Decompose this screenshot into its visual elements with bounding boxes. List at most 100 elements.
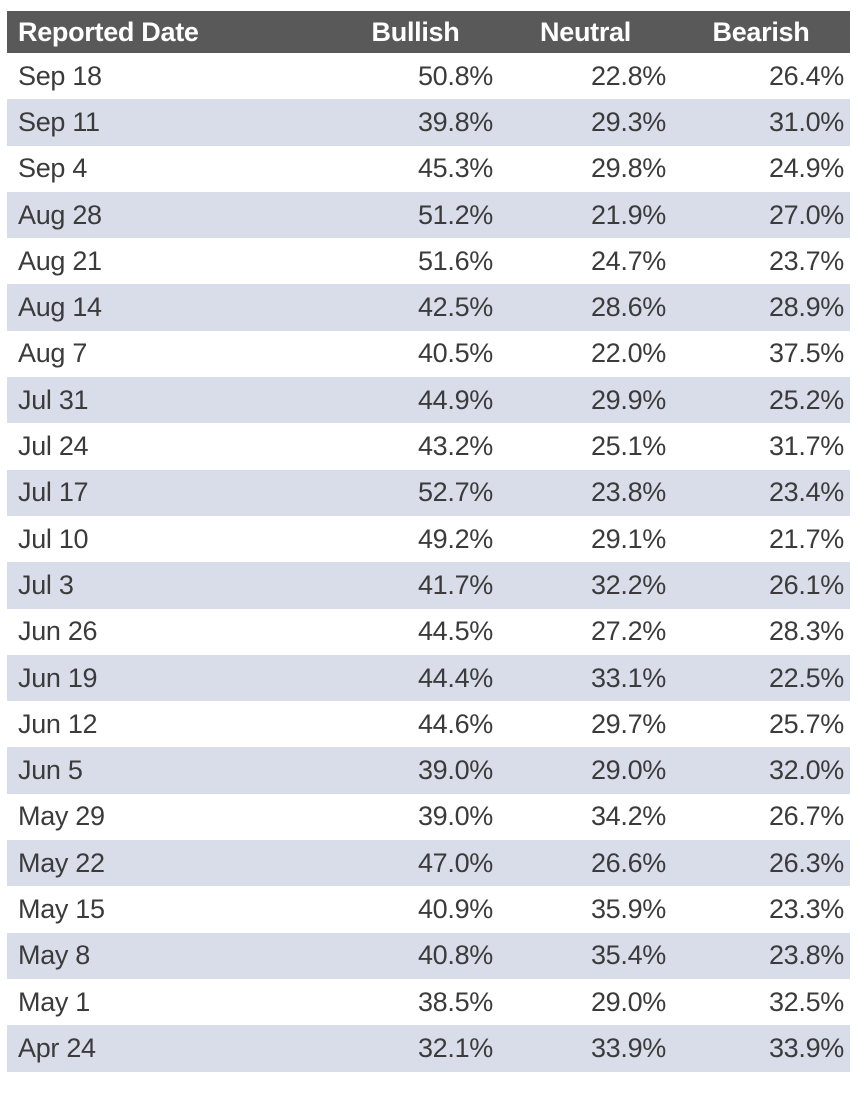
table-row: Sep 11 39.8% 29.3% 31.0% [7, 99, 850, 146]
neutral-cell: 23.8% [590, 477, 666, 508]
bearish-cell: 26.4% [768, 60, 844, 91]
neutral-cell: 27.2% [590, 616, 666, 647]
table-row: Jun 26 44.5% 27.2% 28.3% [7, 608, 850, 655]
date-cell: May 8 [18, 940, 91, 971]
table-row: May 15 40.9% 35.9% 23.3% [7, 886, 850, 933]
bearish-cell: 26.1% [768, 569, 844, 600]
neutral-cell: 29.0% [590, 986, 666, 1017]
bearish-cell: 23.4% [768, 477, 844, 508]
table-row: Jul 10 49.2% 29.1% 21.7% [7, 515, 850, 563]
bearish-cell: 23.8% [768, 940, 844, 971]
bearish-cell: 22.5% [768, 662, 844, 693]
bearish-cell: 27.0% [768, 199, 844, 230]
table-row: Jul 24 43.2% 25.1% 31.7% [7, 423, 850, 470]
neutral-cell: 35.4% [590, 940, 666, 971]
bearish-cell: 33.9% [768, 1032, 844, 1063]
bearish-cell: 26.3% [768, 847, 844, 878]
bullish-cell: 52.7% [417, 477, 493, 508]
date-cell: Jul 31 [18, 384, 89, 415]
bullish-cell: 44.4% [417, 662, 493, 693]
sentiment-table-container: Reported Date Bullish Neutral Bearish Se… [7, 11, 850, 1072]
header-reported-date: Reported Date [7, 11, 332, 53]
bullish-cell: 42.5% [417, 292, 493, 323]
bearish-cell: 25.7% [768, 708, 844, 739]
bearish-cell: 28.3% [768, 616, 844, 647]
bullish-cell: 44.5% [417, 616, 493, 647]
bearish-cell: 25.2% [768, 384, 844, 415]
neutral-cell: 33.1% [590, 662, 666, 693]
bullish-cell: 38.5% [417, 986, 493, 1017]
bearish-cell: 37.5% [768, 338, 844, 369]
date-cell: May 22 [18, 847, 105, 878]
header-bullish: Bullish [332, 11, 499, 53]
neutral-cell: 26.6% [590, 847, 666, 878]
date-cell: Jun 19 [18, 662, 98, 693]
date-cell: Aug 28 [18, 199, 102, 230]
bullish-cell: 39.0% [417, 801, 493, 832]
bearish-cell: 21.7% [768, 523, 844, 554]
table-row: May 8 40.8% 35.4% 23.8% [7, 932, 850, 979]
date-cell: Sep 4 [18, 153, 88, 184]
neutral-cell: 32.2% [590, 569, 666, 600]
date-cell: Aug 21 [18, 245, 102, 276]
date-cell: Jul 3 [18, 569, 74, 600]
bearish-cell: 26.7% [768, 801, 844, 832]
bearish-cell: 28.9% [768, 292, 844, 323]
bearish-cell: 23.7% [768, 245, 844, 276]
bullish-cell: 45.3% [417, 153, 493, 184]
bullish-cell: 44.9% [417, 384, 493, 415]
bullish-cell: 51.6% [417, 245, 493, 276]
date-cell: May 15 [18, 893, 105, 924]
bullish-cell: 49.2% [417, 523, 493, 554]
date-cell: Jun 12 [18, 708, 98, 739]
header-row: Reported Date Bullish Neutral Bearish [7, 11, 850, 53]
table-row: Aug 14 42.5% 28.6% 28.9% [7, 284, 850, 331]
neutral-cell: 33.9% [590, 1032, 666, 1063]
date-cell: Jul 10 [18, 523, 89, 554]
table-row: Sep 4 45.3% 29.8% 24.9% [7, 145, 850, 192]
date-cell: Aug 14 [18, 292, 102, 323]
table-row: Jul 3 41.7% 32.2% 26.1% [7, 562, 850, 609]
neutral-cell: 29.7% [590, 708, 666, 739]
table-row: Apr 24 32.1% 33.9% 33.9% [7, 1025, 850, 1072]
table-body: Sep 18 50.8% 22.8% 26.4% Sep 11 39.8% 29.3% 31.… [7, 53, 850, 1072]
header-neutral: Neutral [499, 11, 672, 53]
bullish-cell: 40.9% [417, 893, 493, 924]
table-row: May 29 39.0% 34.2% 26.7% [7, 793, 850, 841]
table-row: Jun 12 44.6% 29.7% 25.7% [7, 701, 850, 748]
neutral-cell: 29.8% [590, 153, 666, 184]
bearish-cell: 31.7% [768, 431, 844, 462]
bullish-cell: 44.6% [417, 708, 493, 739]
table-row: Jun 5 39.0% 29.0% 32.0% [7, 747, 850, 794]
neutral-cell: 29.0% [590, 755, 666, 786]
neutral-cell: 22.0% [590, 338, 666, 369]
neutral-cell: 34.2% [590, 801, 666, 832]
table-row: Jul 17 52.7% 23.8% 23.4% [7, 469, 850, 516]
table-row: Sep 18 50.8% 22.8% 26.4% [7, 53, 850, 100]
bearish-cell: 31.0% [768, 106, 844, 137]
date-cell: Aug 7 [18, 338, 88, 369]
neutral-cell: 21.9% [590, 199, 666, 230]
bearish-cell: 32.0% [768, 755, 844, 786]
table-row: Jun 19 44.4% 33.1% 22.5% [7, 654, 850, 702]
bullish-cell: 51.2% [417, 199, 493, 230]
date-cell: Jul 17 [18, 477, 89, 508]
sentiment-table: Reported Date Bullish Neutral Bearish Se… [7, 11, 850, 1072]
bullish-cell: 39.0% [417, 755, 493, 786]
bullish-cell: 50.8% [417, 60, 493, 91]
bullish-cell: 47.0% [417, 847, 493, 878]
neutral-cell: 28.6% [590, 292, 666, 323]
neutral-cell: 25.1% [590, 431, 666, 462]
table-row: Aug 21 51.6% 24.7% 23.7% [7, 238, 850, 285]
table-row: Jul 31 44.9% 29.9% 25.2% [7, 377, 850, 424]
bearish-cell: 24.9% [768, 153, 844, 184]
bullish-cell: 40.8% [417, 940, 493, 971]
table-row: Aug 28 51.2% 21.9% 27.0% [7, 191, 850, 239]
bullish-cell: 43.2% [417, 431, 493, 462]
date-cell: Jun 26 [18, 616, 98, 647]
bullish-cell: 40.5% [417, 338, 493, 369]
neutral-cell: 35.9% [590, 893, 666, 924]
neutral-cell: 29.3% [590, 106, 666, 137]
date-cell: Jul 24 [18, 431, 89, 462]
date-cell: May 1 [18, 986, 91, 1017]
